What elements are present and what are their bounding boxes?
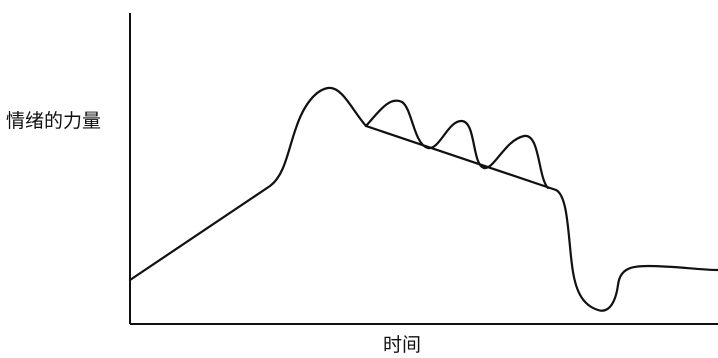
x-axis-label: 时间: [383, 334, 422, 356]
oscillation-curve: [364, 99, 550, 190]
emotion-curve: [128, 86, 718, 312]
y-axis-label: 情绪的力量: [6, 110, 102, 132]
